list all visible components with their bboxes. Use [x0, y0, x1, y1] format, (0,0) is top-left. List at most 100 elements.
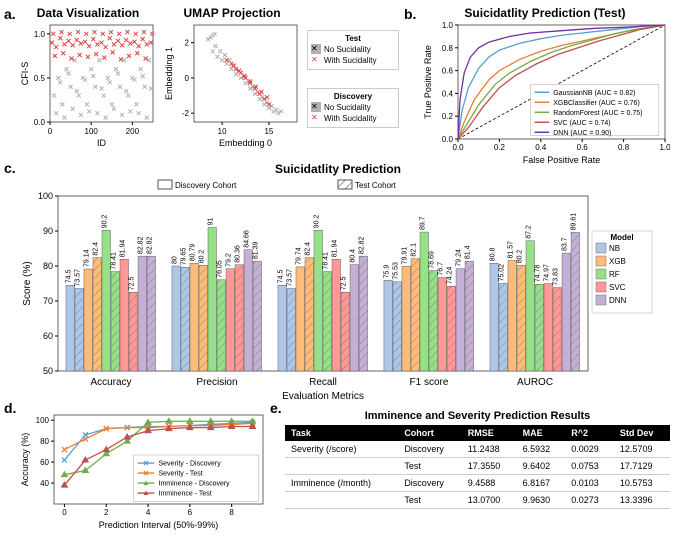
svg-text:SVC: SVC [609, 283, 626, 292]
svg-text:0.8: 0.8 [618, 143, 630, 152]
svg-text:90.2: 90.2 [313, 215, 320, 229]
svg-text:73.57: 73.57 [74, 269, 81, 287]
svg-text:6: 6 [188, 508, 193, 517]
svg-text:0.4: 0.4 [442, 89, 454, 98]
svg-text:-2: -2 [182, 109, 190, 118]
svg-text:76.05: 76.05 [217, 260, 224, 278]
svg-text:79.91: 79.91 [401, 247, 408, 265]
svg-text:2: 2 [104, 508, 109, 517]
legend-item: With Sucidality [324, 114, 376, 123]
table-row: Test13.07009.96300.027313.3396 [285, 492, 670, 509]
legend-item: No Sucidality [324, 103, 371, 112]
svg-text:72.5: 72.5 [129, 277, 136, 291]
svg-text:Severity - Test: Severity - Test [159, 471, 203, 478]
svg-text:75.02: 75.02 [498, 264, 505, 282]
table-title: Imminence and Severity Prediction Result… [285, 410, 670, 422]
svg-text:Discovery Cohort: Discovery Cohort [175, 181, 237, 190]
results-table: TaskCohortRMSEMAER^2Std DevSeverity (/sc… [285, 425, 670, 509]
scatter2-title: UMAP Projection [162, 6, 302, 20]
svg-text:74.5: 74.5 [65, 270, 72, 284]
svg-text:CFI-S: CFI-S [20, 62, 30, 86]
svg-text:74.97: 74.97 [544, 264, 551, 282]
svg-text:200: 200 [126, 127, 140, 136]
svg-text:F1 score: F1 score [410, 377, 449, 388]
svg-text:2: 2 [185, 39, 190, 48]
svg-text:XGB: XGB [609, 257, 626, 266]
svg-text:0.6: 0.6 [577, 143, 589, 152]
svg-text:Severity - Discovery: Severity - Discovery [159, 461, 222, 468]
svg-text:80.36: 80.36 [235, 245, 242, 263]
svg-text:80.8: 80.8 [489, 247, 496, 261]
svg-text:80: 80 [40, 437, 49, 446]
table-row: Severity (/score)Discovery11.24386.59320… [285, 441, 670, 458]
svg-text:Embedding 0: Embedding 0 [219, 138, 272, 148]
svg-text:50: 50 [43, 366, 53, 376]
svg-text:8: 8 [229, 508, 234, 517]
table-header: MAE [517, 425, 566, 441]
svg-text:0.5: 0.5 [34, 74, 46, 83]
svg-text:DNN (AUC = 0.90): DNN (AUC = 0.90) [553, 130, 611, 137]
svg-text:100: 100 [38, 191, 53, 201]
bars-title: Suicidatlity Prediction [18, 162, 658, 176]
svg-text:Model: Model [610, 233, 633, 242]
svg-text:DNN: DNN [609, 296, 627, 305]
svg-text:82.82: 82.82 [147, 237, 154, 255]
table-row: Test17.35509.64020.075317.7129 [285, 458, 670, 475]
svg-text:81.39: 81.39 [253, 242, 260, 260]
legend-title-discovery: Discovery [311, 92, 395, 101]
svg-text:0: 0 [62, 508, 67, 517]
svg-text:Prediction Interval (50%-99%): Prediction Interval (50%-99%) [99, 520, 219, 530]
svg-text:ID: ID [97, 138, 107, 148]
svg-text:80.2: 80.2 [516, 250, 523, 264]
svg-text:0.6: 0.6 [442, 67, 454, 76]
svg-text:82.4: 82.4 [92, 242, 99, 256]
svg-text:82.82: 82.82 [359, 237, 366, 255]
svg-text:75.53: 75.53 [392, 262, 399, 280]
svg-text:89.61: 89.61 [571, 213, 578, 231]
svg-text:15: 15 [264, 127, 273, 136]
svg-text:79.74: 79.74 [295, 247, 302, 265]
roc-title: Suicidatlity Prediction (Test) [420, 6, 670, 20]
svg-text:0: 0 [185, 74, 190, 83]
svg-text:SVC (AUC = 0.74): SVC (AUC = 0.74) [553, 120, 610, 127]
svg-text:81.94: 81.94 [120, 240, 127, 258]
svg-text:80.79: 80.79 [189, 244, 196, 262]
svg-text:83.7: 83.7 [562, 237, 569, 251]
panel-a-scatter1: Data Visualization 01002000.00.51.0IDCFI… [18, 6, 158, 150]
legend-item: No Sucidality [324, 45, 371, 54]
svg-text:80.2: 80.2 [198, 250, 205, 264]
svg-text:84.66: 84.66 [244, 230, 251, 248]
svg-text:78.41: 78.41 [323, 252, 330, 270]
svg-text:73.83: 73.83 [553, 268, 560, 286]
svg-text:73.57: 73.57 [286, 269, 293, 287]
panel-c-label: c. [4, 160, 16, 176]
table-row: Imminence (/month)Discovery9.45886.81670… [285, 475, 670, 492]
svg-text:74.5: 74.5 [277, 270, 284, 284]
svg-text:90: 90 [43, 226, 53, 236]
svg-text:0.0: 0.0 [442, 135, 454, 144]
svg-text:74.78: 74.78 [535, 265, 542, 283]
svg-text:60: 60 [40, 458, 49, 467]
svg-text:Imminence - Discovery: Imminence - Discovery [159, 481, 231, 488]
table-header: Task [285, 425, 398, 441]
svg-text:87.2: 87.2 [525, 225, 532, 239]
svg-text:Recall: Recall [309, 377, 337, 388]
svg-text:78.69: 78.69 [429, 251, 436, 269]
panel-a-label: a. [4, 6, 16, 22]
svg-text:1.0: 1.0 [34, 30, 46, 39]
panel-e-table: Imminence and Severity Prediction Result… [285, 410, 670, 509]
svg-text:True Positive Rate: True Positive Rate [423, 45, 433, 119]
svg-text:0.2: 0.2 [494, 143, 506, 152]
svg-text:82.1: 82.1 [410, 243, 417, 257]
svg-text:81.4: 81.4 [465, 245, 472, 259]
svg-text:80: 80 [171, 256, 178, 264]
svg-text:82.82: 82.82 [138, 237, 145, 255]
svg-text:Score (%): Score (%) [22, 261, 33, 305]
svg-text:Precision: Precision [196, 377, 237, 388]
svg-text:81.94: 81.94 [332, 240, 339, 258]
svg-text:81.57: 81.57 [507, 241, 514, 259]
svg-text:82.4: 82.4 [304, 242, 311, 256]
legend-item: With Sucidality [324, 56, 376, 65]
svg-text:79.24: 79.24 [456, 249, 463, 267]
svg-text:Test Cohort: Test Cohort [355, 181, 397, 190]
